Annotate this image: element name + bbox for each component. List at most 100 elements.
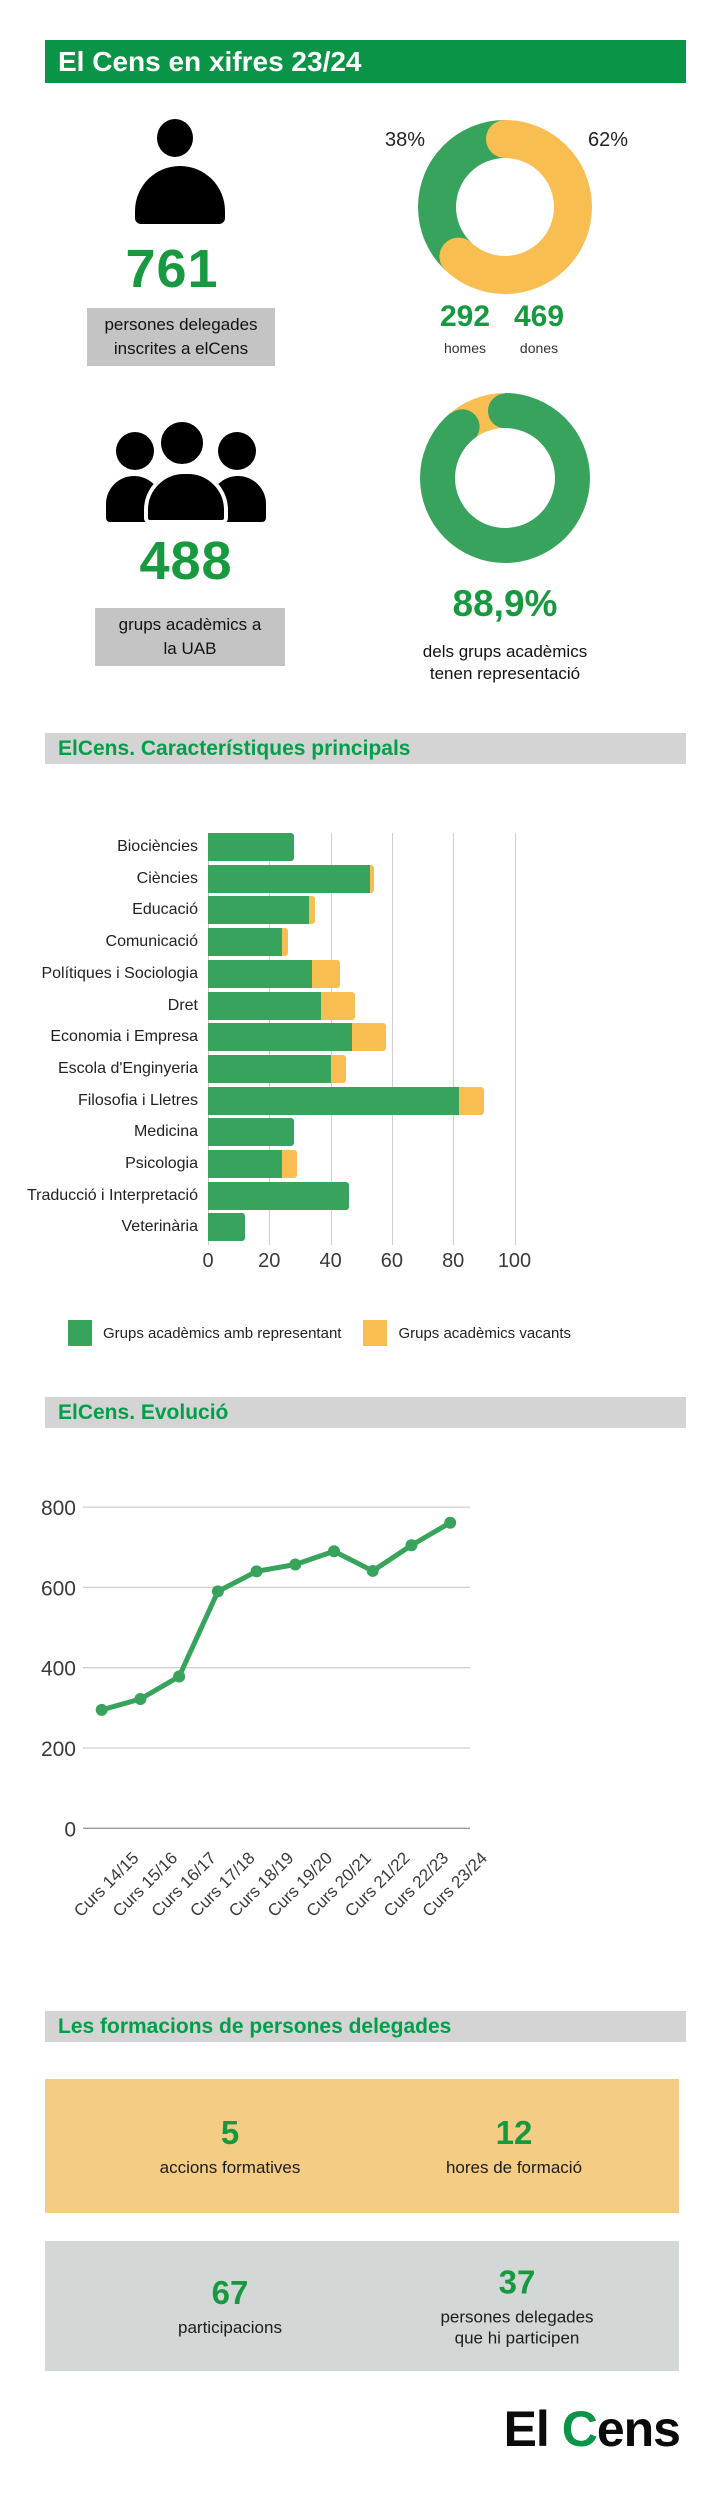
hours-label: hores de formació <box>445 2158 583 2177</box>
bar-category-label: Traducció i Interpretació <box>26 1186 198 1204</box>
logo-c: C <box>561 2401 598 2457</box>
homes-count: 292 <box>439 300 491 333</box>
section-header-characteristics: ElCens. Característiques principals <box>45 733 686 764</box>
data-point <box>173 1670 186 1683</box>
bar-segment <box>281 928 288 957</box>
trainings-gray-box: 67 participacions 37 persones delegades … <box>45 2241 679 2371</box>
bar-segment <box>281 1150 297 1178</box>
gridline <box>391 833 393 1245</box>
bar-segment <box>330 1054 346 1083</box>
groups-label-line2: la UAB <box>163 639 217 658</box>
bar-segment <box>208 1213 245 1242</box>
bar-segment <box>208 1086 460 1115</box>
participants-count: 37 <box>498 2263 536 2301</box>
bar-category-label: Educació <box>132 901 198 919</box>
legend-label: Grups acadèmics amb representant <box>103 1324 342 1342</box>
bar-category-label: Psicologia <box>125 1155 198 1172</box>
delegates-count: 761 <box>125 239 219 299</box>
bar-segment <box>208 1150 282 1178</box>
data-point <box>289 1558 302 1571</box>
trainings-yellow-box: 5 accions formatives 12 hores de formaci… <box>45 2079 679 2213</box>
data-point <box>134 1693 147 1706</box>
bar-segment <box>352 1023 386 1052</box>
bar-segment <box>208 959 313 988</box>
y-axis-tick: 0 <box>64 1818 76 1841</box>
delegates-label-line1: persones delegades <box>104 315 258 334</box>
gender-pct-left: 38% <box>384 129 425 151</box>
bar-segment <box>321 991 356 1020</box>
representation-desc-line1: dels grups acadèmics <box>422 642 588 661</box>
bar-segment <box>208 896 310 925</box>
training-stat-participants: 37 persones delegades que hi participen <box>417 2264 617 2349</box>
y-axis-tick: 200 <box>41 1738 76 1761</box>
person-icon-body <box>135 166 225 224</box>
gridline <box>514 833 516 1245</box>
page-title: El Cens en xifres 23/24 <box>45 40 686 83</box>
gridline <box>453 833 455 1245</box>
representation-percentage: 88,9% <box>452 583 558 624</box>
y-axis-tick: 800 <box>41 1497 76 1520</box>
data-point <box>444 1516 457 1529</box>
x-axis-tick: 20 <box>258 1250 281 1272</box>
data-point <box>250 1565 263 1578</box>
section-header-text: ElCens. Característiques principals <box>58 737 411 760</box>
groups-label-line1: grups acadèmics a <box>118 615 262 634</box>
representation-donut-chart <box>420 393 590 563</box>
section-header-text: Les formacions de persones delegades <box>58 2015 452 2038</box>
person-icon <box>135 114 225 226</box>
bar-category-label: Filosofia i Lletres <box>77 1091 198 1109</box>
logo-el: El <box>503 2401 562 2457</box>
bar-category-label: Veterinària <box>121 1218 199 1236</box>
participations-label: participacions <box>178 2318 282 2337</box>
legend-label: Grups acadèmics vacants <box>398 1324 572 1342</box>
gender-pct-right: 62% <box>588 129 629 151</box>
donut-segment-cap <box>487 393 523 428</box>
bar-category-label: Comunicació <box>105 933 198 951</box>
hours-count: 12 <box>495 2114 533 2151</box>
dones-label: dones <box>519 340 559 356</box>
bar-category-label: Escola d'Enginyeria <box>57 1059 198 1077</box>
section-header-evolution: ElCens. Evolució <box>45 1397 686 1428</box>
y-axis-tick: 400 <box>41 1658 76 1681</box>
group-icon-head <box>218 432 256 470</box>
data-point <box>405 1539 418 1552</box>
data-point <box>211 1585 224 1598</box>
faculties-bar-chart: 0 20 40 60 80 100 Biociències Ciències Educació C… <box>0 833 724 1283</box>
bar-segment <box>208 1181 349 1210</box>
homes-stat: 292 homes <box>423 300 507 356</box>
bar-segment <box>208 1023 353 1052</box>
bar-category-label: Medicina <box>133 1123 198 1141</box>
y-axis-tick: 600 <box>41 1577 76 1600</box>
group-icon-body <box>144 470 228 524</box>
legend-item: Grups acadèmics amb representant <box>68 1320 341 1346</box>
bar-segment <box>370 864 374 893</box>
bar-category-label: Dret <box>167 996 198 1014</box>
bar-segment <box>459 1086 484 1115</box>
dones-count: 469 <box>513 300 565 333</box>
elcens-logo: El Cens <box>480 2400 681 2458</box>
donut-segment-cap <box>486 120 524 158</box>
bar-category-label: Biociències <box>117 838 198 855</box>
bar-category-label: Ciències <box>136 869 198 887</box>
representation-desc-line2: tenen representació <box>429 664 581 683</box>
gender-donut-chart <box>418 120 592 294</box>
bar-segment <box>312 959 340 988</box>
participants-label-line2: que hi participen <box>454 2328 580 2348</box>
bar-category-label: Economia i Empresa <box>50 1028 198 1046</box>
x-axis-tick: 100 <box>497 1250 532 1272</box>
bar-segment <box>208 1054 331 1083</box>
participations-count: 67 <box>211 2274 249 2311</box>
actions-count: 5 <box>220 2114 240 2151</box>
bar-segment <box>208 864 371 893</box>
dones-stat: 469 dones <box>497 300 581 356</box>
bar-segment <box>208 833 294 861</box>
group-icon-head <box>116 432 154 470</box>
x-axis-tick: 40 <box>319 1250 342 1272</box>
bar-segment <box>208 991 322 1020</box>
section-header-text: ElCens. Evolució <box>58 1401 229 1424</box>
x-axis-tick: 60 <box>380 1250 404 1272</box>
training-stat-hours: 12 hores de formació <box>414 2114 614 2178</box>
groups-count: 488 <box>139 531 233 591</box>
